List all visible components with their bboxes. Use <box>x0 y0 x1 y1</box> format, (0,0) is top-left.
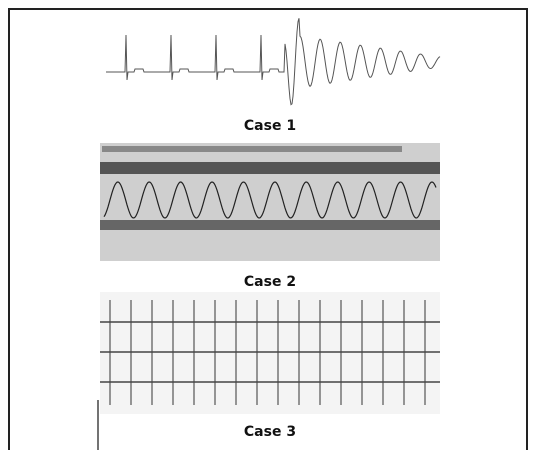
trace <box>106 18 441 106</box>
ecg-strip-case-2 <box>100 143 440 261</box>
ecg-trace-case-1 <box>106 18 441 106</box>
band <box>100 162 440 174</box>
band <box>100 220 440 230</box>
ecg-trace-case-3 <box>100 300 440 405</box>
header-strip <box>102 146 402 152</box>
frame <box>8 8 528 450</box>
trace <box>103 181 437 219</box>
caption: Case 3 <box>244 424 296 440</box>
ecg-strip-case-3 <box>100 292 440 414</box>
caption: Case 2 <box>244 274 296 290</box>
caption: Case 1 <box>244 118 296 134</box>
ecg-trace-case-2 <box>100 146 440 230</box>
